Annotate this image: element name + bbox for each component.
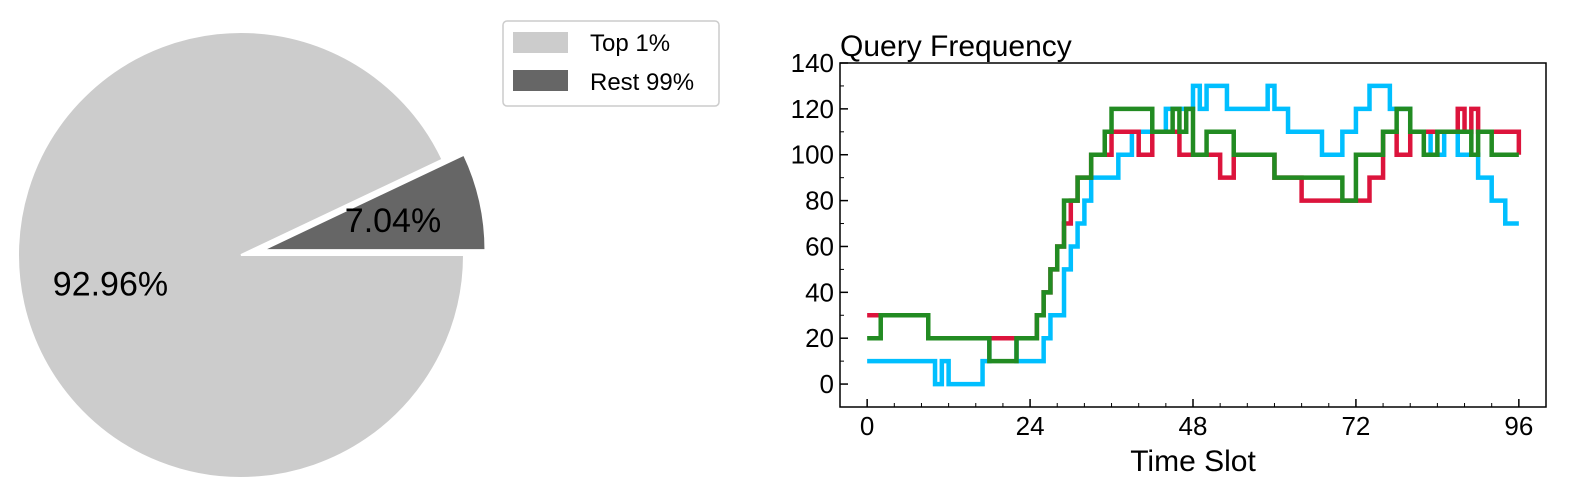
x-tick-label: 0 <box>860 411 874 441</box>
y-tick-label: 140 <box>791 48 834 78</box>
series-lines <box>867 83 1522 387</box>
series-line-2 <box>867 106 1519 364</box>
y-tick-label: 40 <box>805 277 834 307</box>
line-chart: Query Frequency Time Slot 0 20 40 60 80 100 12… <box>791 30 1547 478</box>
series-line-0 <box>867 83 1519 387</box>
y-tick-label: 80 <box>805 186 834 216</box>
y-axis-ticks: 0 20 40 60 80 100 120 140 <box>791 48 848 408</box>
y-tick-label: 60 <box>805 231 834 261</box>
x-tick-label: 72 <box>1341 411 1370 441</box>
legend-label-top-1: Top 1% <box>590 30 670 57</box>
legend-label-rest-99: Rest 99% <box>590 69 694 96</box>
x-tick-label: 48 <box>1179 411 1208 441</box>
x-axis-ticks: 0 24 48 72 96 <box>860 399 1533 441</box>
x-axis-title: Time Slot <box>1130 445 1256 478</box>
pie-chart: 7.04% 92.96% <box>17 31 487 479</box>
y-tick-label: 100 <box>791 140 834 170</box>
legend-swatch-top-1 <box>513 32 568 53</box>
y-tick-label: 20 <box>805 323 834 353</box>
chart-title: Query Frequency <box>840 30 1072 63</box>
legend-swatch-rest-99 <box>513 70 568 91</box>
x-tick-label: 96 <box>1504 411 1533 441</box>
y-tick-label: 120 <box>791 94 834 124</box>
pie-pct-label-large: 92.96% <box>53 265 168 303</box>
pie-pct-label-small: 7.04% <box>345 202 441 240</box>
pie-slice-large <box>17 31 466 479</box>
y-tick-label: 0 <box>820 369 834 399</box>
pie-slice-small <box>262 153 487 252</box>
x-tick-label: 24 <box>1016 411 1045 441</box>
pie-legend: Top 1% Rest 99% <box>502 20 720 107</box>
